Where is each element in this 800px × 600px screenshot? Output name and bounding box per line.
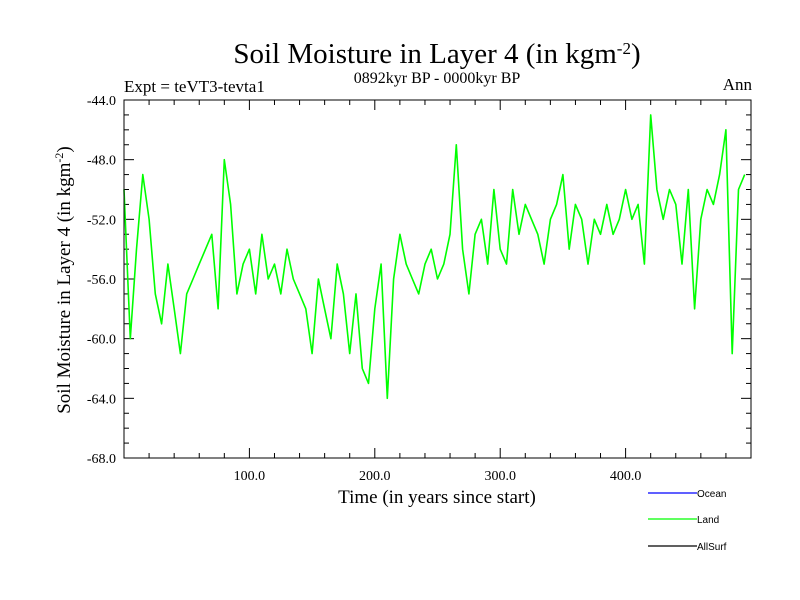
x-tick-label: 400.0 xyxy=(610,469,642,484)
y-axis-label-main: Soil Moisture in Layer 4 (in kgm xyxy=(54,162,75,413)
chart-title-sup: -2 xyxy=(617,39,631,58)
legend: Ocean Land AllSurf xyxy=(648,489,727,553)
y-tick-label: -64.0 xyxy=(87,392,116,407)
x-tick-label: 100.0 xyxy=(234,469,266,484)
y-tick-label: -60.0 xyxy=(87,333,116,348)
plot-frame xyxy=(123,99,752,459)
series-line-land xyxy=(123,114,746,400)
legend-label-land: Land xyxy=(697,515,719,526)
y-tick-label: -56.0 xyxy=(87,273,116,288)
subtitle-center: 0892kyr BP - 0000kyr BP xyxy=(354,70,521,87)
y-tick-label: -48.0 xyxy=(87,154,116,169)
x-tick-label: 200.0 xyxy=(359,469,391,484)
chart-title-main: Soil Moisture in Layer 4 (in kgm xyxy=(233,38,617,70)
legend-label-ocean: Ocean xyxy=(697,489,726,500)
x-axis-label: Time (in years since start) xyxy=(338,487,536,508)
subtitle-right: Ann xyxy=(723,75,753,94)
y-tick-label: -44.0 xyxy=(87,94,116,109)
subtitle-left: Expt = teVT3-tevta1 xyxy=(124,77,265,96)
legend-label-allsurf: AllSurf xyxy=(697,542,727,553)
y-tick-label: -68.0 xyxy=(87,452,116,467)
y-tick-label: -52.0 xyxy=(87,213,116,228)
y-axis-label: Soil Moisture in Layer 4 (in kgm-2) xyxy=(52,146,75,414)
chart-title: Soil Moisture in Layer 4 (in kgm-2) xyxy=(233,38,640,70)
y-axis-label-close: ) xyxy=(54,146,75,152)
chart-title-close: ) xyxy=(631,38,641,70)
y-axis-label-sup: -2 xyxy=(52,153,66,163)
x-tick-label: 300.0 xyxy=(484,469,516,484)
axis-ticks: -44.0 -48.0 -52.0 -56.0 -60.0 -64.0 -68.0 100.0… xyxy=(87,94,751,484)
series-layer xyxy=(123,114,746,400)
